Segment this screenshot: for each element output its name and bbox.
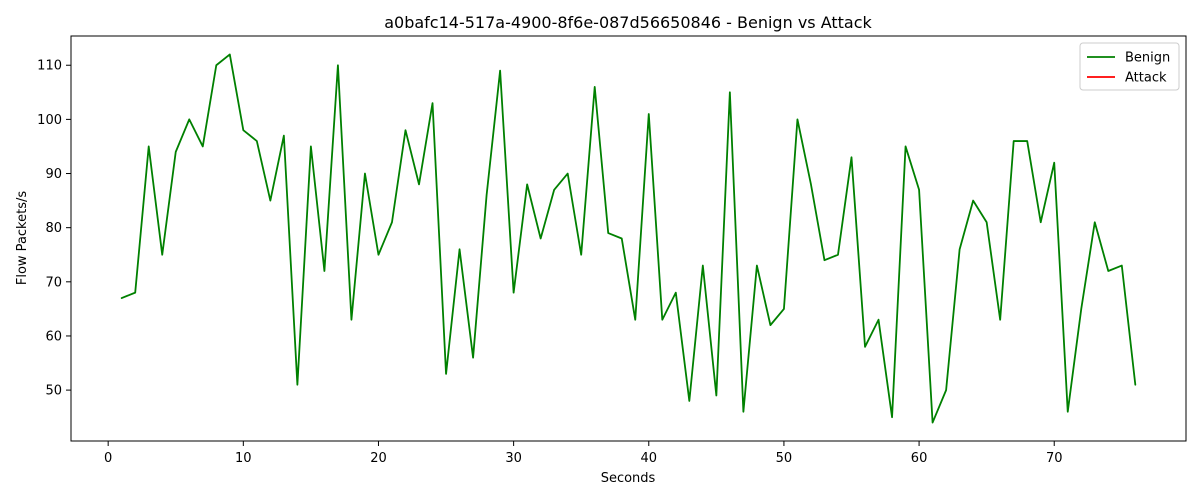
legend-box [1079,42,1180,91]
x-tick-label: 50 [776,451,793,466]
x-tick-label: 60 [911,451,928,466]
legend-label-attack: Attack [1125,71,1167,86]
y-tick-label: 50 [45,384,62,399]
plot-frame [70,35,1187,442]
y-tick-label: 110 [37,59,62,74]
legend: Benign Attack [1079,42,1180,91]
y-axis: 50 60 70 80 90 100 110 [37,59,71,399]
y-tick-label: 80 [45,221,62,236]
y-tick-label: 100 [37,113,62,128]
y-tick-label: 60 [45,329,62,344]
chart-title: a0bafc14-517a-4900-8f6e-087d56650846 - B… [384,13,872,32]
x-tick-label: 40 [640,451,657,466]
y-tick-label: 90 [45,167,62,182]
x-tick-label: 20 [370,451,387,466]
x-axis: 0 10 20 30 40 50 60 70 [104,441,1063,466]
x-axis-label: Seconds [601,471,656,486]
x-tick-label: 70 [1046,451,1063,466]
y-tick-label: 70 [45,275,62,290]
x-tick-label: 30 [505,451,522,466]
y-axis-label: Flow Packets/s [15,191,30,285]
legend-label-benign: Benign [1125,51,1170,66]
x-tick-label: 10 [235,451,252,466]
series-line-benign [120,53,1137,424]
x-tick-label: 0 [104,451,112,466]
plot-area [120,53,1137,424]
